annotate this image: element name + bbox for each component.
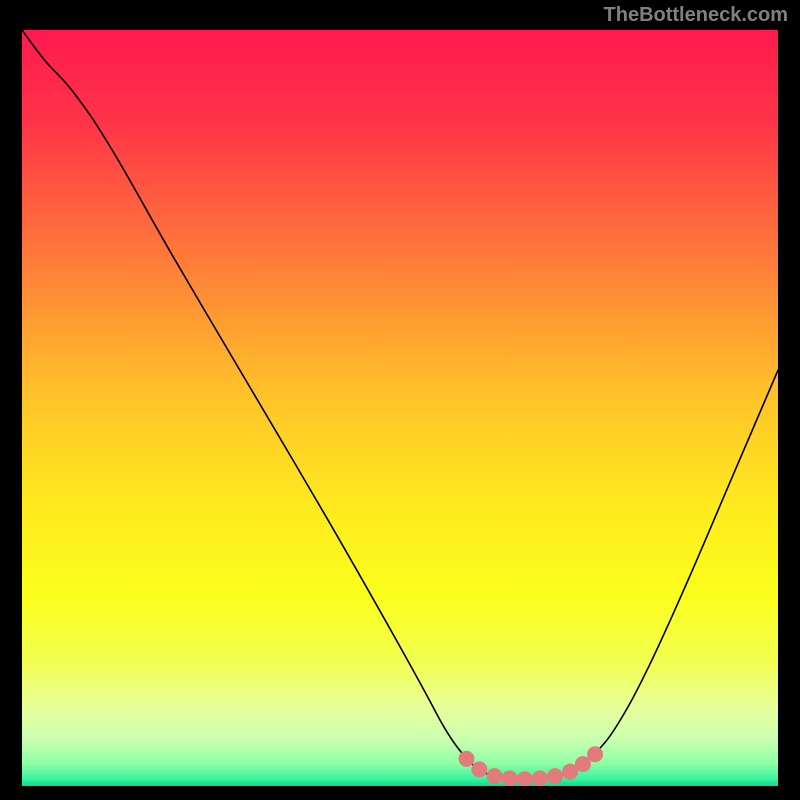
optimal-range-marker xyxy=(547,769,562,784)
optimal-range-marker xyxy=(588,747,603,762)
optimal-range-marker xyxy=(472,762,487,777)
optimal-range-marker xyxy=(487,769,502,784)
optimal-range-marker xyxy=(532,771,547,786)
optimal-range-marker xyxy=(517,772,532,786)
optimal-range-marker xyxy=(502,771,517,786)
chart-container: TheBottleneck.com xyxy=(0,0,800,800)
optimal-range-marker xyxy=(575,757,590,772)
plot-area xyxy=(22,30,778,786)
watermark-text: TheBottleneck.com xyxy=(604,4,788,27)
optimal-range-marker xyxy=(459,751,474,766)
bottleneck-curve-chart xyxy=(22,30,778,786)
